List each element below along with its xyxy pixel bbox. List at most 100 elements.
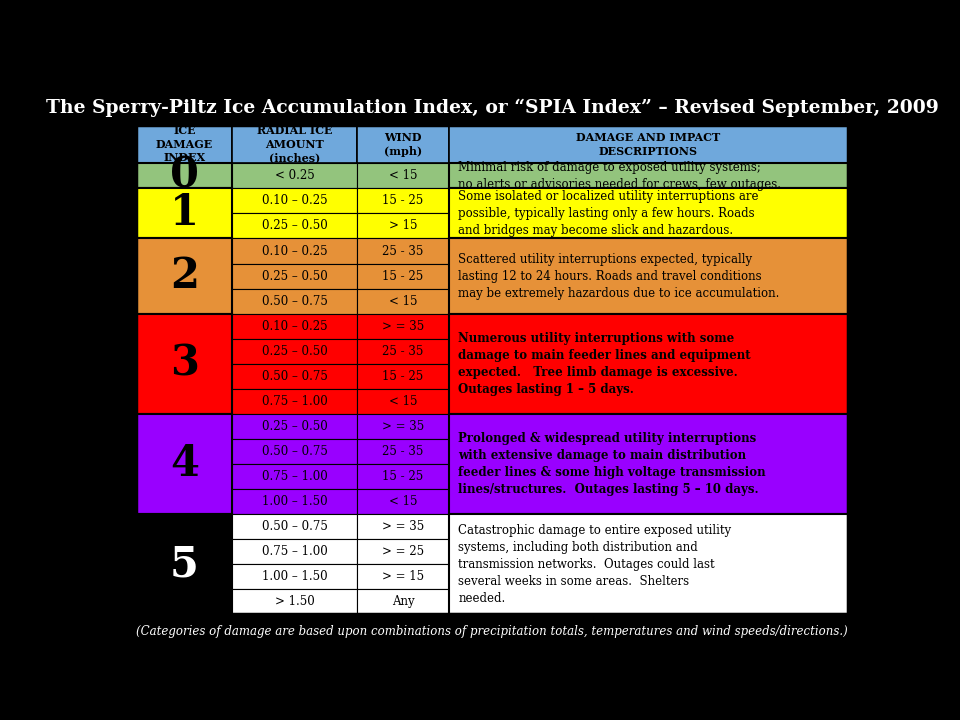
Bar bbox=[232, 189, 357, 213]
Bar bbox=[232, 439, 357, 464]
Text: > = 15: > = 15 bbox=[382, 570, 424, 583]
Bar bbox=[232, 564, 357, 589]
Bar bbox=[232, 589, 357, 614]
Bar bbox=[357, 389, 449, 414]
Text: Any: Any bbox=[392, 595, 415, 608]
Text: Some isolated or localized utility interruptions are
possible, typically lasting: Some isolated or localized utility inter… bbox=[458, 190, 758, 237]
Bar bbox=[232, 464, 357, 489]
Bar bbox=[232, 338, 357, 364]
Text: Prolonged & widespread utility interruptions
with extensive damage to main distr: Prolonged & widespread utility interrupt… bbox=[458, 432, 766, 496]
Bar bbox=[357, 539, 449, 564]
Text: The Sperry-Piltz Ice Accumulation Index, or “SPIA Index” – Revised September, 20: The Sperry-Piltz Ice Accumulation Index,… bbox=[46, 99, 938, 117]
Text: > = 35: > = 35 bbox=[382, 320, 424, 333]
Bar bbox=[449, 163, 848, 189]
Text: 0.50 – 0.75: 0.50 – 0.75 bbox=[262, 370, 327, 383]
Bar bbox=[449, 238, 848, 314]
Bar bbox=[136, 189, 232, 238]
Bar bbox=[136, 414, 232, 514]
Bar bbox=[449, 414, 848, 514]
Bar bbox=[357, 213, 449, 238]
Bar bbox=[357, 314, 449, 338]
Bar bbox=[136, 125, 232, 163]
Text: 15 - 25: 15 - 25 bbox=[382, 194, 423, 207]
Text: 0.50 – 0.75: 0.50 – 0.75 bbox=[262, 520, 327, 533]
Text: ICE
DAMAGE
INDEX: ICE DAMAGE INDEX bbox=[156, 125, 213, 163]
Text: 0.10 – 0.25: 0.10 – 0.25 bbox=[262, 245, 327, 258]
Bar bbox=[232, 163, 357, 189]
Bar bbox=[232, 264, 357, 289]
Text: 15 - 25: 15 - 25 bbox=[382, 269, 423, 282]
Text: < 15: < 15 bbox=[389, 395, 418, 408]
Bar bbox=[232, 289, 357, 314]
Text: 2: 2 bbox=[170, 255, 199, 297]
Text: 0: 0 bbox=[170, 155, 199, 197]
Bar bbox=[136, 314, 232, 414]
Text: 0.25 – 0.50: 0.25 – 0.50 bbox=[262, 269, 327, 282]
Text: 0.10 – 0.25: 0.10 – 0.25 bbox=[262, 194, 327, 207]
Bar bbox=[232, 514, 357, 539]
Text: 0.75 – 1.00: 0.75 – 1.00 bbox=[262, 470, 327, 483]
Bar bbox=[357, 189, 449, 213]
Bar bbox=[357, 163, 449, 189]
Bar bbox=[357, 414, 449, 439]
Text: Minimal risk of damage to exposed utility systems;
no alerts or advisories neede: Minimal risk of damage to exposed utilit… bbox=[458, 161, 781, 191]
Text: < 15: < 15 bbox=[389, 169, 418, 182]
Text: 0.25 – 0.50: 0.25 – 0.50 bbox=[262, 420, 327, 433]
Bar bbox=[357, 289, 449, 314]
Text: > = 35: > = 35 bbox=[382, 420, 424, 433]
Text: 0.10 – 0.25: 0.10 – 0.25 bbox=[262, 320, 327, 333]
Bar bbox=[232, 539, 357, 564]
Text: Scattered utility interruptions expected, typically
lasting 12 to 24 hours. Road: Scattered utility interruptions expected… bbox=[458, 253, 780, 300]
Text: > = 25: > = 25 bbox=[382, 545, 424, 558]
Bar bbox=[357, 514, 449, 539]
Bar bbox=[357, 338, 449, 364]
Text: < 0.25: < 0.25 bbox=[275, 169, 315, 182]
Text: 0.50 – 0.75: 0.50 – 0.75 bbox=[262, 445, 327, 458]
Bar bbox=[357, 589, 449, 614]
Text: 1.00 – 1.50: 1.00 – 1.50 bbox=[262, 495, 327, 508]
Text: < 15: < 15 bbox=[389, 495, 418, 508]
Bar bbox=[357, 489, 449, 514]
Bar bbox=[232, 238, 357, 264]
Text: > 1.50: > 1.50 bbox=[275, 595, 315, 608]
Bar bbox=[357, 238, 449, 264]
Bar bbox=[136, 238, 232, 314]
Text: 0.25 – 0.50: 0.25 – 0.50 bbox=[262, 220, 327, 233]
Bar bbox=[232, 364, 357, 389]
Bar bbox=[357, 125, 449, 163]
Bar bbox=[449, 189, 848, 238]
Bar bbox=[232, 314, 357, 338]
Bar bbox=[136, 514, 232, 614]
Bar bbox=[232, 213, 357, 238]
Text: RADIAL ICE
AMOUNT
(inches): RADIAL ICE AMOUNT (inches) bbox=[257, 125, 332, 163]
Text: DAMAGE AND IMPACT
DESCRIPTIONS: DAMAGE AND IMPACT DESCRIPTIONS bbox=[576, 132, 721, 157]
Text: 25 - 35: 25 - 35 bbox=[382, 245, 423, 258]
Bar bbox=[357, 364, 449, 389]
Text: Numerous utility interruptions with some
damage to main feeder lines and equipme: Numerous utility interruptions with some… bbox=[458, 332, 751, 396]
Bar bbox=[357, 264, 449, 289]
Text: 25 - 35: 25 - 35 bbox=[382, 345, 423, 358]
Text: 5: 5 bbox=[170, 543, 199, 585]
Text: (Categories of damage are based upon combinations of precipitation totals, tempe: (Categories of damage are based upon com… bbox=[136, 626, 848, 639]
Bar bbox=[232, 389, 357, 414]
Text: 4: 4 bbox=[170, 443, 199, 485]
Bar bbox=[136, 163, 232, 189]
Bar bbox=[449, 314, 848, 414]
Bar bbox=[357, 564, 449, 589]
Bar bbox=[357, 439, 449, 464]
Text: 1.00 – 1.50: 1.00 – 1.50 bbox=[262, 570, 327, 583]
Bar bbox=[449, 125, 848, 163]
Text: > 15: > 15 bbox=[389, 220, 418, 233]
Text: 1: 1 bbox=[170, 192, 199, 235]
Text: < 15: < 15 bbox=[389, 294, 418, 307]
Bar bbox=[232, 489, 357, 514]
Text: 25 - 35: 25 - 35 bbox=[382, 445, 423, 458]
Text: WIND
(mph): WIND (mph) bbox=[384, 132, 422, 157]
Bar bbox=[232, 414, 357, 439]
Bar bbox=[449, 514, 848, 614]
Text: 0.25 – 0.50: 0.25 – 0.50 bbox=[262, 345, 327, 358]
Text: 0.75 – 1.00: 0.75 – 1.00 bbox=[262, 545, 327, 558]
Bar bbox=[357, 464, 449, 489]
Bar bbox=[232, 125, 357, 163]
Text: > = 35: > = 35 bbox=[382, 520, 424, 533]
